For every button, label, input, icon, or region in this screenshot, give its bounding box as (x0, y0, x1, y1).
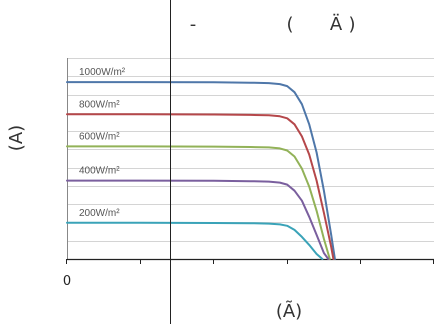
series-line-5 (66, 221, 324, 260)
grid-lines (67, 58, 434, 242)
axes (66, 58, 434, 264)
series-line-2 (66, 113, 335, 260)
series-labels: 1000W/m² 800W/m² 600W/m² 400W/m² 200W/m² (79, 67, 126, 219)
chart-title-part-3: Ä (330, 14, 343, 35)
series-label-2: 800W/m² (79, 99, 120, 110)
y-axis-label: (A) (6, 125, 27, 151)
series-label-1: 1000W/m² (79, 67, 126, 78)
series-lines (66, 81, 336, 260)
chart-title-part-1: - (190, 14, 197, 35)
series-line-4 (66, 179, 330, 260)
chart-title-part-2: ( (286, 14, 293, 35)
series-label-4: 400W/m² (79, 166, 120, 177)
x-axis-label: (Ã) (276, 300, 302, 322)
series-label-5: 200W/m² (79, 208, 120, 219)
series-line-1 (66, 81, 336, 260)
chart-title-part-4: ) (348, 14, 355, 35)
series-label-3: 600W/m² (79, 131, 120, 142)
series-line-3 (66, 145, 331, 260)
x-tick-label-0: 0 (63, 274, 71, 289)
